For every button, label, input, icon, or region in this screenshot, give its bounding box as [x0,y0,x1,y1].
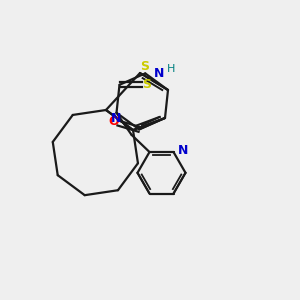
Text: N: N [178,143,189,157]
Text: S: S [142,78,151,91]
Text: S: S [140,61,149,74]
Text: H: H [167,64,176,74]
Text: N: N [154,67,164,80]
Text: O: O [108,115,119,128]
Text: N: N [111,112,122,125]
